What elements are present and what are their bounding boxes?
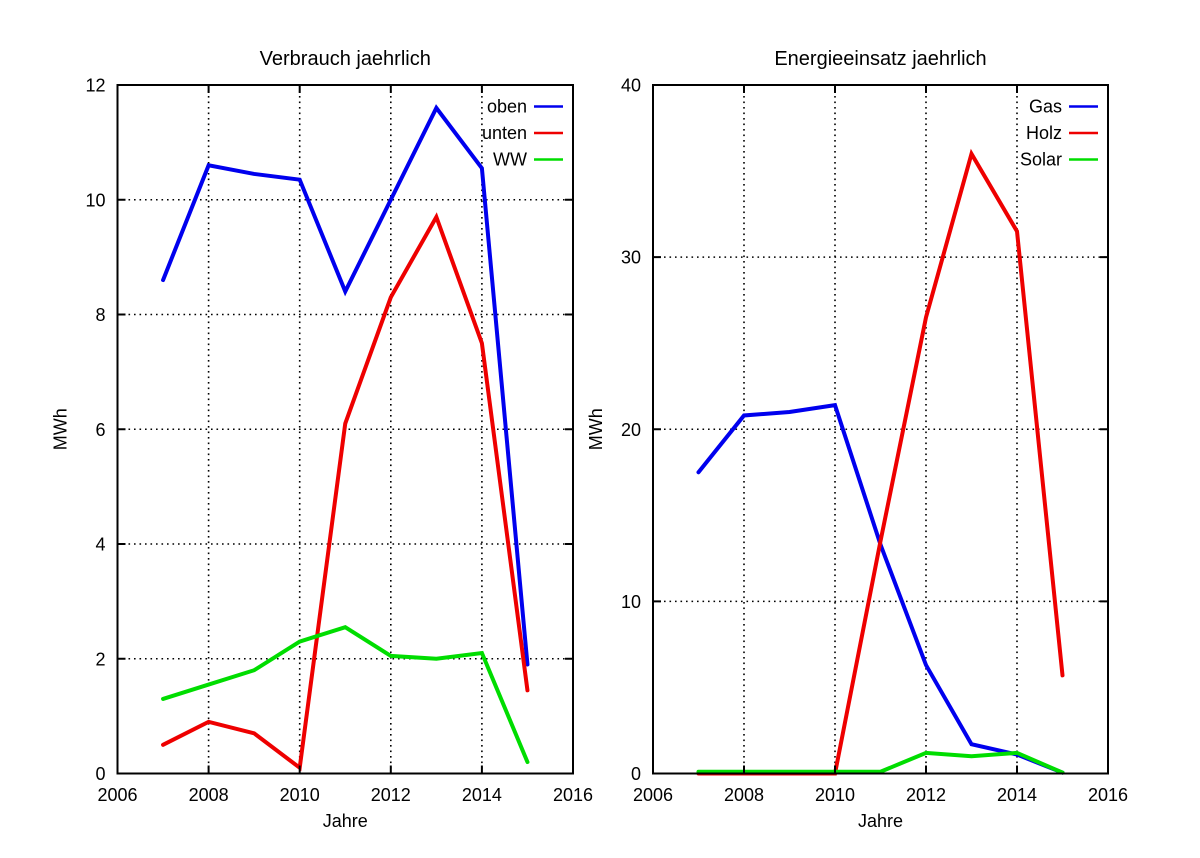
series-line-Solar: [696, 750, 1065, 775]
legend-label-Solar: Solar: [1020, 150, 1062, 170]
x-tick-label: 2006: [633, 785, 673, 805]
legend-label-Holz: Holz: [1026, 123, 1062, 143]
y-tick-label: 30: [621, 248, 641, 268]
series-line-oben: [161, 104, 530, 667]
x-axis-label: Jahre: [858, 811, 903, 831]
legend-label-WW: WW: [493, 150, 527, 170]
y-tick-label: 0: [631, 764, 641, 784]
chart-title: Verbrauch jaehrlich: [260, 48, 431, 70]
chart-energieeinsatz-jaehrlich: 2006 2008 2010 2012 2014 2016 0 10 20 30 40 Energie…: [586, 48, 1128, 831]
series-line-Gas: [696, 402, 1065, 775]
legend-label-oben: oben: [487, 97, 527, 117]
y-axis-label: MWh: [586, 408, 606, 450]
y-axis-label: MWh: [51, 408, 71, 450]
x-tick-label: 2016: [553, 785, 593, 805]
series-line-Holz: [696, 148, 1065, 776]
y-tick-label: 20: [621, 420, 641, 440]
x-tick-label: 2010: [280, 785, 320, 805]
x-tick-label: 2008: [724, 785, 764, 805]
y-tick-label: 40: [621, 76, 641, 96]
x-axis-label: Jahre: [323, 811, 368, 831]
x-tick-label: 2008: [189, 785, 229, 805]
y-tick-label: 4: [95, 535, 105, 555]
legend-label-Gas: Gas: [1029, 97, 1062, 117]
y-tick-label: 0: [95, 764, 105, 784]
y-tick-label: 10: [85, 190, 105, 210]
y-tick-label: 10: [621, 592, 641, 612]
series-line-WW: [161, 625, 530, 765]
y-tick-label: 6: [95, 420, 105, 440]
y-tick-label: 8: [95, 305, 105, 325]
chart-verbrauch-jaehrlich: 2006 2008 2010 2012 2014 2016 0 2 4 6 8 10 12 Verbrau…: [51, 48, 594, 831]
plot-border: [652, 84, 1109, 775]
chart-title: Energieeinsatz jaehrlich: [774, 48, 986, 70]
x-tick-label: 2012: [906, 785, 946, 805]
x-tick-label: 2016: [1088, 785, 1128, 805]
y-tick-label: 12: [85, 76, 105, 96]
x-tick-label: 2014: [462, 785, 502, 805]
y-tick-label: 2: [95, 649, 105, 669]
x-tick-label: 2012: [371, 785, 411, 805]
x-tick-label: 2014: [997, 785, 1037, 805]
series-line-unten: [161, 212, 530, 772]
legend-label-unten: unten: [482, 123, 527, 143]
x-tick-label: 2010: [815, 785, 855, 805]
x-tick-label: 2006: [97, 785, 137, 805]
